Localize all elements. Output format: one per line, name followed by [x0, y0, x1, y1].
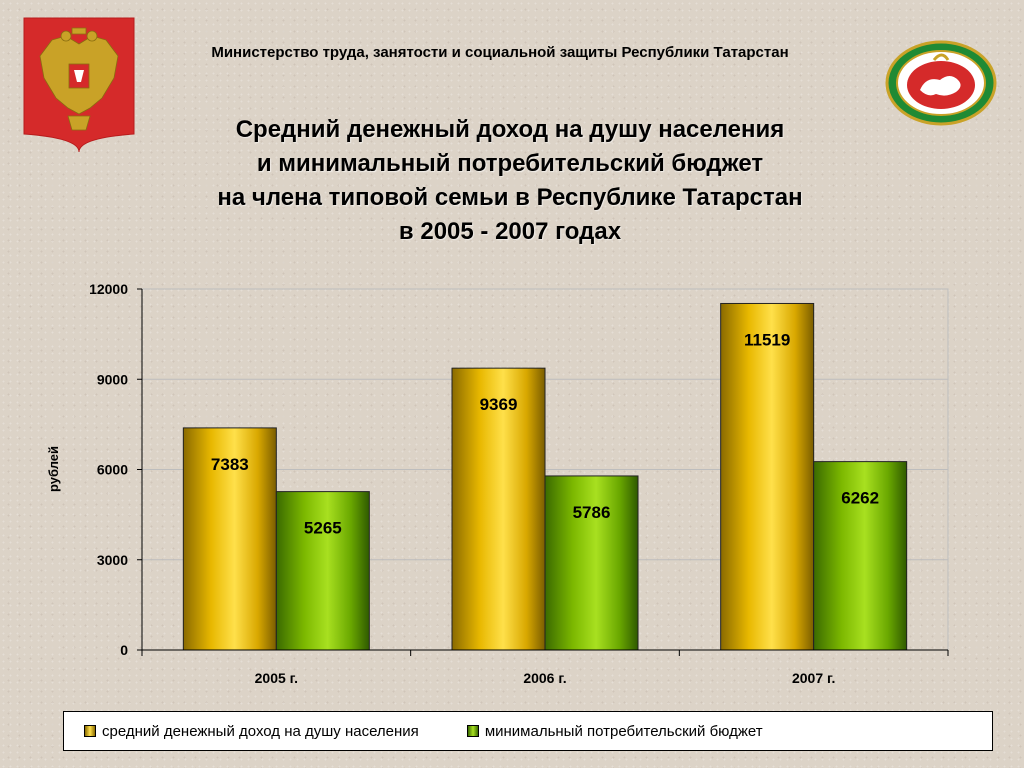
bar-chart: 0 3000 6000 9000 12000 рублей 2005 г. 7383 5265 2…: [46, 281, 949, 686]
legend-swatch-income: [84, 725, 96, 737]
data-label-budget-1: 5786: [573, 503, 611, 522]
y-tick-label: 3000: [97, 552, 128, 568]
legend-item-income: средний денежный доход на душу населения: [84, 723, 419, 740]
title-line-2: и минимальный потребительский бюджет: [256, 150, 764, 177]
legend-swatch-budget: [466, 725, 479, 737]
x-tick-label: 2005 г.: [255, 670, 298, 686]
page-title: Средний денежный доход на душу населения…: [130, 113, 890, 249]
y-tick-label: 9000: [97, 371, 128, 387]
russia-coat-of-arms-icon: [23, 17, 135, 153]
x-tick-label: 2006 г.: [523, 670, 566, 686]
data-label-budget-2: 6262: [841, 489, 879, 508]
y-tick-label: 12000: [89, 281, 128, 297]
bar-income-2: [720, 302, 815, 651]
title-line-1: Средний денежный доход на душу населения: [235, 116, 785, 143]
tatarstan-coat-of-arms-icon: [885, 40, 997, 126]
bar-income-0: [182, 427, 277, 651]
bar-budget-2: [813, 461, 908, 651]
legend-label-income: средний денежный доход на душу населения: [102, 722, 419, 740]
x-tick-label: 2007 г.: [792, 670, 835, 686]
y-tick-label: 0: [120, 642, 128, 658]
legend-label-budget: минимальный потребительский бюджет: [484, 722, 763, 740]
y-tick-label: 6000: [97, 462, 128, 478]
bar-budget-0: [275, 491, 370, 651]
data-label-budget-0: 5265: [304, 519, 342, 538]
bar-budget-1: [544, 475, 639, 651]
chart-legend: средний денежный доход на душу населения…: [63, 711, 993, 751]
title-line-3: на члена типовой семьи в Республике Тата…: [217, 184, 803, 211]
ministry-header: Министерство труда, занятости и социальн…: [211, 44, 789, 61]
data-label-income-1: 9369: [480, 395, 518, 414]
y-axis-label: рублей: [46, 446, 61, 492]
legend-item-budget: минимальный потребительский бюджет: [466, 722, 763, 740]
data-label-income-0: 7383: [211, 455, 249, 474]
data-label-income-2: 11519: [744, 330, 790, 349]
title-line-4: в 2005 - 2007 годах: [398, 218, 622, 245]
